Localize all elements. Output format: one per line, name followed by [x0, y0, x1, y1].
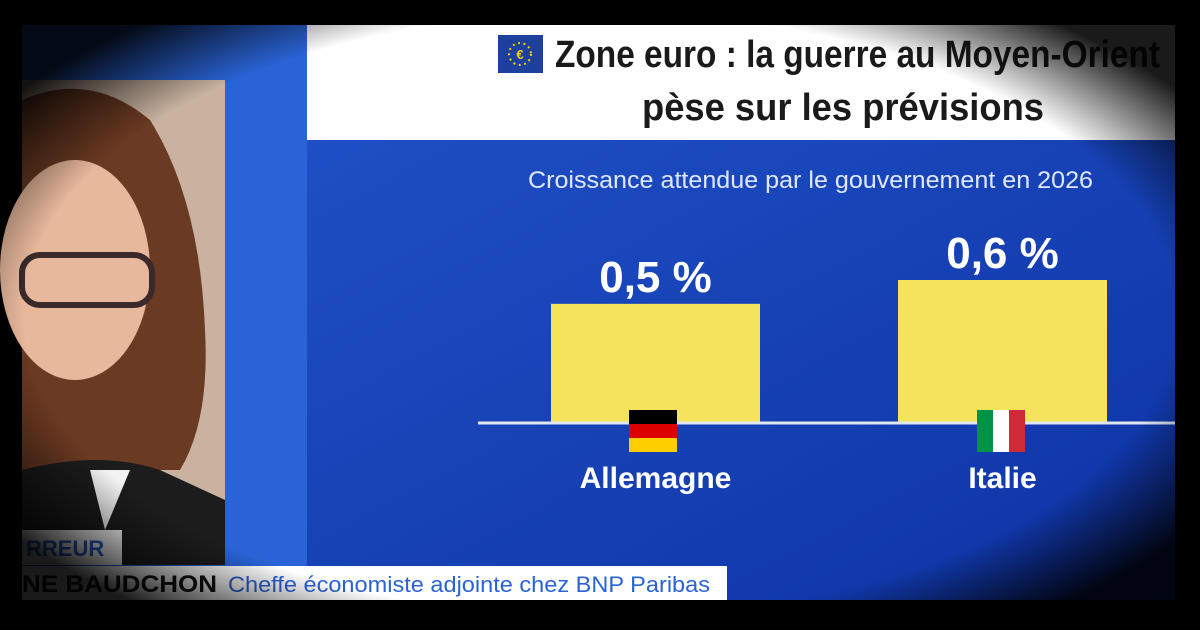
- value-label: 0,5 %: [599, 253, 712, 302]
- svg-text:€: €: [516, 47, 523, 62]
- eu-flag-icon: €: [498, 35, 543, 73]
- flag-germany: [629, 410, 677, 452]
- subtitle: Croissance attendue par le gouvernement …: [528, 167, 1093, 194]
- presenter-photo: [0, 80, 225, 565]
- category-label: Italie: [968, 462, 1036, 495]
- title-line: Zone euro : la guerre au Moyen-Orient: [555, 34, 1160, 76]
- flag-italy: [977, 410, 1025, 452]
- category-label: Allemagne: [580, 462, 732, 495]
- bar: [551, 303, 760, 423]
- title-line: pèse sur les prévisions: [642, 87, 1044, 129]
- role: RREUR: [26, 536, 104, 561]
- bar: [898, 280, 1107, 423]
- description: Cheffe économiste adjointe chez BNP Pari…: [228, 572, 710, 597]
- name: NE BAUDCHON: [22, 571, 217, 598]
- value-label: 0,6 %: [946, 229, 1059, 278]
